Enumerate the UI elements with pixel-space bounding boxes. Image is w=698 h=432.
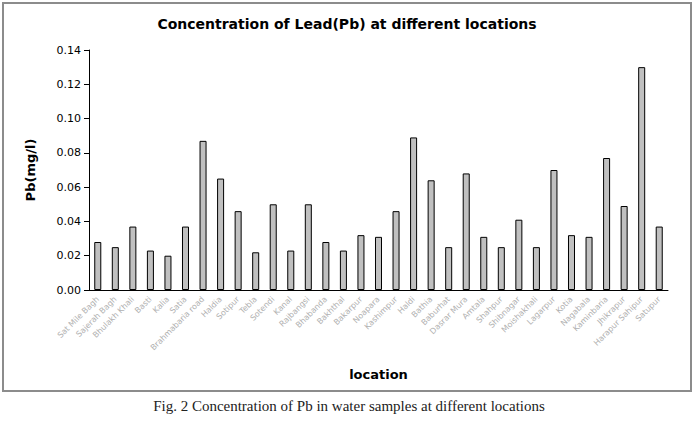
svg-text:Bakarpur: Bakarpur — [332, 294, 365, 327]
svg-text:Shahpur: Shahpur — [474, 294, 505, 325]
svg-text:Satupur: Satupur — [634, 294, 663, 323]
svg-text:Moishakhali: Moishakhali — [499, 294, 540, 335]
svg-text:Sat Mile Bagh: Sat Mile Bagh — [55, 294, 101, 340]
svg-text:Kalia: Kalia — [151, 295, 171, 315]
svg-text:Brahmabaria road: Brahmabaria road — [149, 295, 206, 352]
svg-text:Harapur Sahipur: Harapur Sahipur — [592, 294, 645, 348]
svg-text:Tebla: Tebla — [237, 294, 259, 316]
svg-text:0.10: 0.10 — [57, 112, 82, 125]
svg-text:Bakhthal: Bakhthal — [315, 294, 347, 327]
svg-text:Sotipur: Sotipur — [215, 294, 242, 321]
svg-text:0.04: 0.04 — [57, 215, 82, 228]
svg-text:Haldi: Haldi — [396, 294, 417, 316]
svg-text:Concentration of Lead(Pb) at d: Concentration of Lead(Pb) at different l… — [157, 16, 536, 32]
svg-text:Satia: Satia — [168, 294, 189, 316]
svg-text:Kotia: Kotia — [554, 294, 575, 316]
svg-text:0.02: 0.02 — [57, 249, 82, 262]
svg-text:Baburhat: Baburhat — [419, 294, 452, 328]
svg-text:0.06: 0.06 — [57, 181, 82, 194]
svg-text:0.14: 0.14 — [57, 44, 82, 57]
svg-text:Kashimpur: Kashimpur — [363, 294, 400, 331]
svg-text:Basti: Basti — [133, 295, 153, 315]
svg-text:Kaminbaria: Kaminbaria — [571, 294, 610, 334]
svg-text:Noapara: Noapara — [351, 294, 382, 326]
svg-text:Haldia: Haldia — [199, 294, 224, 320]
svg-text:Jhikrapur: Jhikrapur — [595, 294, 628, 327]
svg-text:Dasrar Mura: Dasrar Mura — [428, 294, 470, 337]
svg-text:0.00: 0.00 — [57, 284, 82, 297]
svg-text:Rajbangsi: Rajbangsi — [277, 294, 312, 329]
svg-text:Shibnagar: Shibnagar — [487, 294, 522, 330]
svg-text:Bhabanda: Bhabanda — [294, 294, 329, 330]
svg-text:0.12: 0.12 — [57, 78, 82, 91]
svg-text:Pb(mg/l): Pb(mg/l) — [23, 139, 38, 202]
svg-text:Nagabala: Nagabala — [559, 294, 593, 328]
svg-text:Sajerah Bagh: Sajerah Bagh — [74, 294, 119, 339]
svg-text:Bhulakh Khali: Bhulakh Khali — [91, 295, 136, 340]
svg-text:Kanal: Kanal — [271, 294, 294, 317]
svg-text:Bathia: Bathia — [409, 294, 435, 320]
html-text:Fig. 2 Concentration of Pb in: Fig. 2 Concentration of Pb in water samp… — [153, 398, 545, 414]
svg-text:Lagarpur: Lagarpur — [525, 294, 557, 326]
svg-text:Amtala: Amtala — [460, 294, 487, 322]
svg-text:0.08: 0.08 — [57, 146, 82, 159]
svg-text:Sotendi: Sotendi — [249, 295, 277, 323]
svg-text:location: location — [349, 367, 408, 382]
